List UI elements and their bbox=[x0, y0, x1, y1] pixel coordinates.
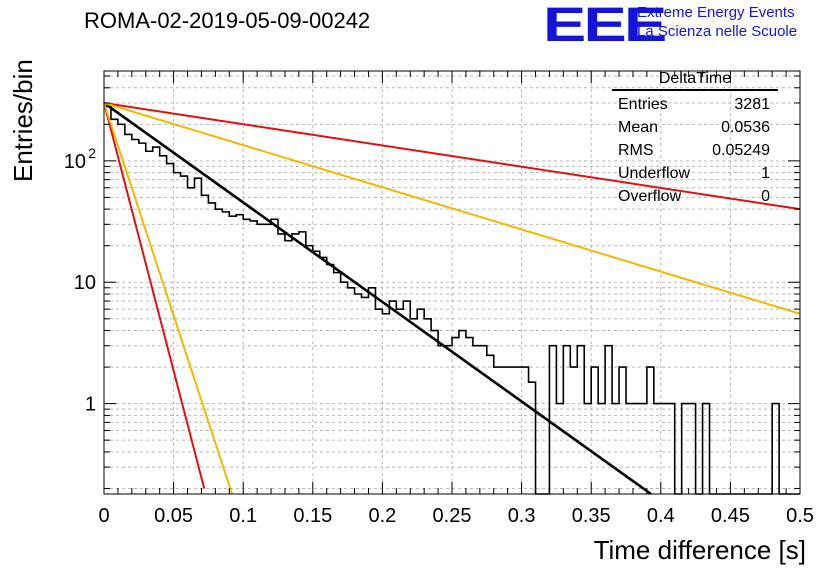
stats-label: RMS bbox=[618, 142, 654, 159]
stats-title: DeltaTime bbox=[612, 70, 778, 91]
stats-label: Overflow bbox=[618, 188, 682, 205]
stats-value: 0 bbox=[761, 188, 770, 205]
stats-value: 0.0536 bbox=[721, 119, 770, 136]
fit-curves bbox=[103, 101, 801, 496]
x-tick-label: 0.05 bbox=[154, 505, 193, 527]
stats-label: Entries bbox=[618, 96, 668, 113]
stats-row: Entries 3281 bbox=[608, 93, 778, 116]
y-axis-label: Entries/bin bbox=[8, 59, 38, 182]
stats-label: Mean bbox=[618, 119, 659, 136]
x-tick-label: 0.2 bbox=[368, 505, 396, 527]
y-tick-label: 10 bbox=[74, 272, 96, 294]
axis-ticks bbox=[103, 71, 801, 494]
x-tick-label: 0.25 bbox=[433, 505, 472, 527]
decay-curve bbox=[103, 102, 234, 495]
y-tick-label: 1 bbox=[85, 394, 96, 416]
x-tick-label: 0 bbox=[98, 505, 109, 527]
x-tick-label: 0.15 bbox=[293, 505, 332, 527]
plot-title: ROMA-02-2019-05-09-00242 bbox=[84, 8, 371, 33]
stats-row: Mean 0.0536 bbox=[608, 116, 778, 139]
stats-value: 3281 bbox=[734, 96, 770, 113]
x-axis-label: Time difference [s] bbox=[593, 535, 806, 565]
stats-box: DeltaTime Entries 3281 Mean 0.0536 RMS 0.05… bbox=[608, 70, 778, 208]
decay-curve bbox=[103, 101, 801, 315]
logo-line-2: La Scienza nelle Scuole bbox=[637, 23, 798, 40]
stats-value: 1 bbox=[761, 165, 770, 182]
x-tick-label: 0.35 bbox=[572, 505, 611, 527]
decay-curve bbox=[103, 101, 801, 211]
stats-row: RMS 0.05249 bbox=[608, 139, 778, 162]
histogram bbox=[104, 105, 800, 495]
logo-line-1: Extreme Energy Events bbox=[637, 4, 795, 21]
decay-curve bbox=[103, 102, 206, 489]
stats-value: 0.05249 bbox=[712, 142, 770, 159]
x-tick-label: 0.5 bbox=[786, 505, 814, 527]
axis-tick-labels: 0 0.05 0.1 0.15 0.2 0.25 0.3 0.35 0.4 0.45 0.51101… bbox=[64, 145, 814, 527]
stats-row: Underflow 1 bbox=[608, 162, 778, 185]
stats-label: Underflow bbox=[618, 165, 691, 182]
stats-row: Overflow 0 bbox=[608, 185, 778, 208]
eee-logo: EEE bbox=[543, 0, 667, 52]
x-tick-label: 0.4 bbox=[647, 505, 675, 527]
x-tick-label: 0.45 bbox=[711, 505, 750, 527]
y-tick-label: 10 bbox=[64, 151, 86, 173]
x-tick-label: 0.1 bbox=[229, 505, 257, 527]
y-tick-exponent: 2 bbox=[88, 145, 96, 161]
histogram-steps bbox=[104, 105, 800, 495]
x-tick-label: 0.3 bbox=[508, 505, 536, 527]
decay-curve bbox=[103, 101, 652, 496]
